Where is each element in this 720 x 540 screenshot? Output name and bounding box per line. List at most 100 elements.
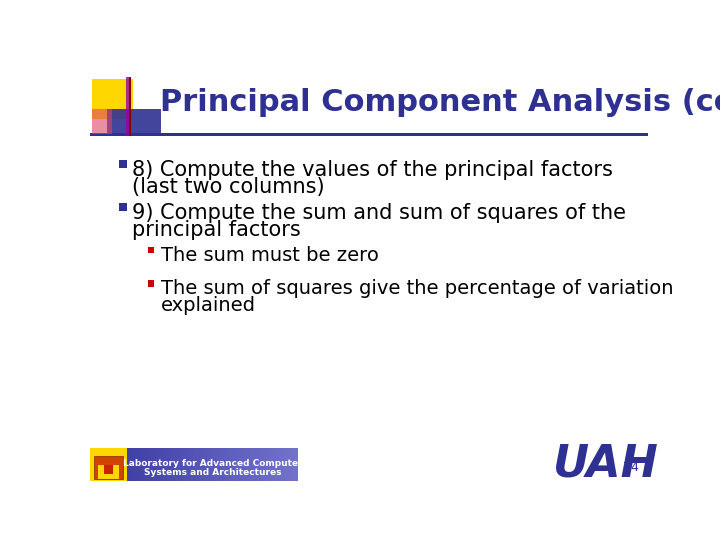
Bar (222, 448, 223, 481)
Bar (177, 448, 178, 481)
Bar (202, 448, 203, 481)
Bar (98, 465, 120, 479)
Bar (261, 448, 262, 481)
Bar (185, 448, 186, 481)
Bar (193, 448, 194, 481)
Bar (107, 110, 161, 134)
Bar (155, 448, 156, 481)
Bar (145, 448, 147, 481)
Bar (283, 448, 284, 481)
Bar (290, 448, 291, 481)
Bar (256, 448, 258, 481)
Bar (143, 448, 144, 481)
Bar (151, 448, 152, 481)
Text: The sum must be zero: The sum must be zero (161, 246, 379, 265)
Bar (205, 448, 206, 481)
Bar (171, 448, 172, 481)
Bar (148, 280, 154, 287)
Bar (154, 448, 155, 481)
Bar (160, 448, 161, 481)
Bar (259, 448, 260, 481)
Bar (166, 448, 167, 481)
Bar (265, 448, 266, 481)
Bar (250, 448, 251, 481)
Bar (153, 448, 154, 481)
Bar (133, 448, 134, 481)
Bar (164, 448, 165, 481)
Bar (249, 448, 250, 481)
Bar (286, 448, 287, 481)
Bar (220, 448, 221, 481)
Bar (148, 247, 154, 253)
Text: (last two columns): (last two columns) (132, 177, 325, 197)
Bar (242, 448, 243, 481)
Bar (274, 448, 275, 481)
Bar (232, 448, 233, 481)
Bar (188, 448, 189, 481)
Bar (269, 448, 270, 481)
Bar (229, 448, 230, 481)
Bar (139, 448, 140, 481)
Bar (148, 448, 149, 481)
Bar (140, 448, 141, 481)
Bar (147, 448, 148, 481)
Bar (270, 448, 271, 481)
Bar (172, 448, 173, 481)
Bar (208, 448, 209, 481)
Bar (281, 448, 282, 481)
Bar (210, 448, 211, 481)
Bar (223, 448, 224, 481)
Text: principal factors: principal factors (132, 220, 301, 240)
Bar (287, 448, 289, 481)
Bar (168, 448, 169, 481)
Bar (175, 448, 176, 481)
Bar (191, 448, 192, 481)
Bar (135, 448, 136, 481)
Bar (176, 448, 177, 481)
Bar (277, 448, 279, 481)
Bar (211, 448, 212, 481)
Bar (167, 448, 168, 481)
Bar (199, 448, 200, 481)
Bar (279, 448, 280, 481)
Bar (197, 448, 198, 481)
Bar (196, 448, 197, 481)
Bar (293, 448, 294, 481)
Bar (189, 448, 190, 481)
Bar (137, 448, 138, 481)
Bar (244, 448, 245, 481)
Bar (221, 448, 222, 481)
Bar (246, 448, 248, 481)
Bar (228, 448, 229, 481)
Bar (285, 448, 286, 481)
Bar (104, 465, 113, 475)
Text: The sum of squares give the percentage of variation: The sum of squares give the percentage o… (161, 279, 673, 298)
Bar (209, 448, 210, 481)
Bar (230, 448, 231, 481)
Bar (233, 448, 234, 481)
Bar (134, 448, 135, 481)
Bar (225, 448, 226, 481)
Bar (266, 448, 267, 481)
Bar (295, 448, 296, 481)
Bar (194, 448, 195, 481)
Bar (150, 448, 151, 481)
Bar (187, 448, 188, 481)
Bar (184, 448, 185, 481)
Bar (144, 448, 145, 481)
Bar (241, 448, 242, 481)
Bar (129, 448, 130, 481)
Bar (200, 448, 201, 481)
Text: Systems and Architectures: Systems and Architectures (144, 468, 282, 477)
Bar (90, 448, 127, 481)
Bar (207, 448, 208, 481)
Bar (128, 448, 129, 481)
Bar (203, 448, 204, 481)
Bar (214, 448, 215, 481)
Bar (131, 448, 132, 481)
Bar (282, 448, 283, 481)
Bar (158, 448, 159, 481)
Bar (192, 448, 193, 481)
Bar (132, 448, 133, 481)
Bar (292, 448, 293, 481)
